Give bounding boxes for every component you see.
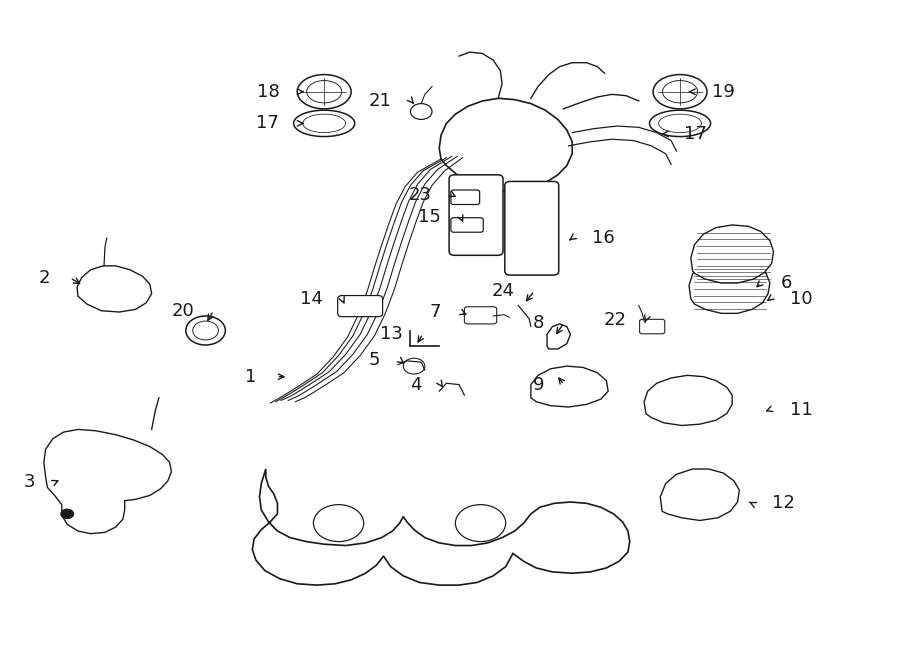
Text: 12: 12 [771, 494, 795, 512]
FancyBboxPatch shape [640, 319, 665, 334]
Text: 18: 18 [256, 83, 279, 100]
Text: 19: 19 [713, 83, 735, 100]
Text: 14: 14 [300, 290, 322, 308]
FancyBboxPatch shape [464, 307, 497, 324]
Text: 17: 17 [684, 125, 706, 143]
Polygon shape [44, 430, 171, 533]
Text: 10: 10 [789, 290, 813, 308]
Polygon shape [661, 469, 740, 520]
Polygon shape [547, 324, 571, 349]
Circle shape [61, 509, 74, 518]
Text: 17: 17 [256, 114, 279, 132]
Text: 5: 5 [368, 351, 380, 369]
Text: 16: 16 [592, 229, 615, 247]
FancyBboxPatch shape [449, 175, 503, 255]
Text: 4: 4 [410, 375, 421, 393]
FancyBboxPatch shape [451, 217, 483, 232]
Text: 24: 24 [491, 282, 515, 300]
Polygon shape [644, 375, 733, 426]
Polygon shape [691, 225, 773, 283]
Text: 23: 23 [409, 186, 432, 204]
Polygon shape [77, 266, 152, 312]
FancyBboxPatch shape [451, 190, 480, 204]
Text: 1: 1 [246, 368, 256, 385]
Text: 3: 3 [23, 473, 35, 491]
Text: 9: 9 [533, 375, 544, 393]
Text: 11: 11 [789, 401, 813, 418]
FancyBboxPatch shape [505, 181, 559, 275]
Text: 21: 21 [369, 92, 392, 110]
Text: 2: 2 [39, 269, 50, 287]
Text: 13: 13 [381, 325, 403, 343]
Text: 7: 7 [429, 303, 441, 321]
Text: 6: 6 [780, 274, 792, 292]
Polygon shape [689, 259, 770, 313]
Text: 15: 15 [418, 208, 441, 226]
FancyBboxPatch shape [338, 295, 382, 317]
Polygon shape [531, 366, 608, 407]
Text: 8: 8 [533, 313, 544, 332]
Text: 22: 22 [603, 311, 626, 329]
Text: 20: 20 [171, 301, 194, 320]
Polygon shape [252, 469, 630, 585]
